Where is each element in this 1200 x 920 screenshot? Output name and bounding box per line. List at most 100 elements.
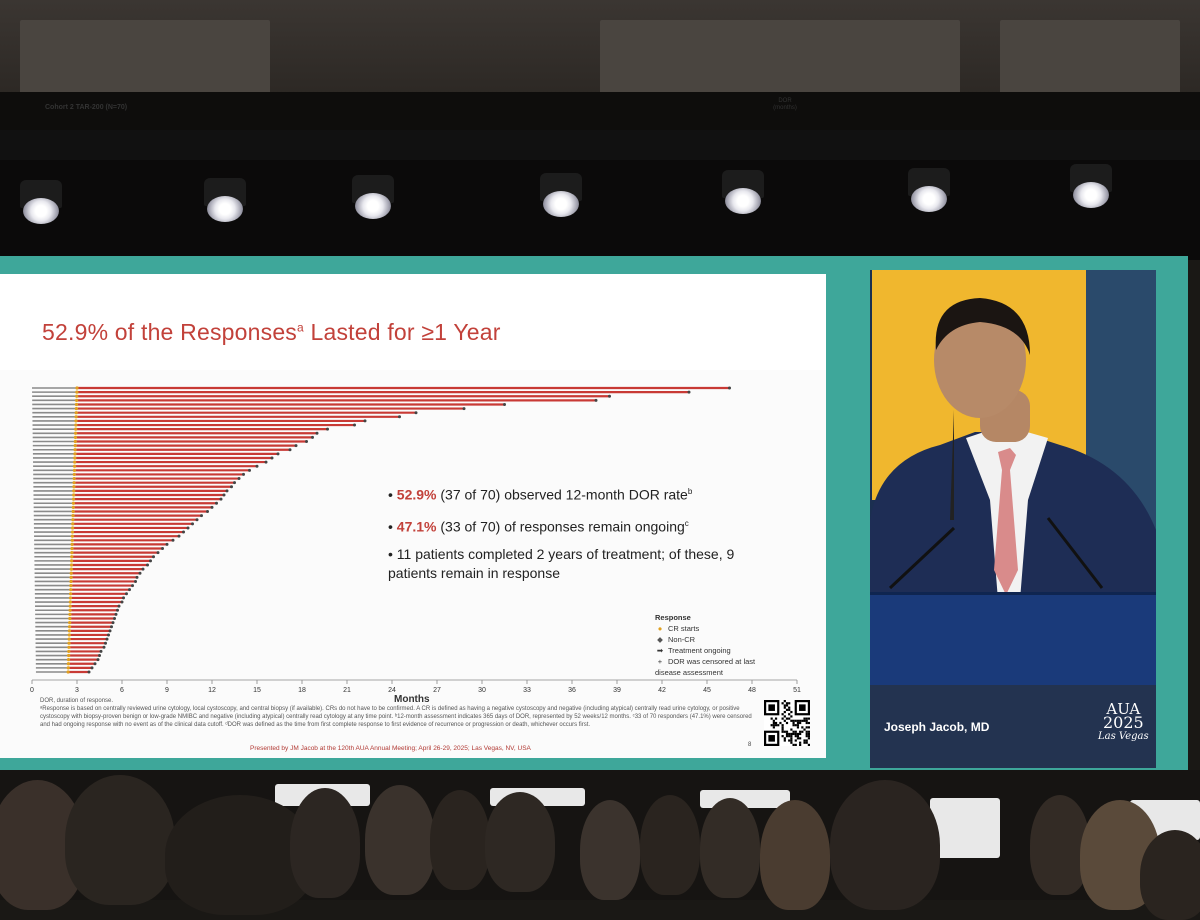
cr-start-marker bbox=[75, 390, 79, 394]
end-marker bbox=[305, 440, 308, 444]
cr-start-marker bbox=[69, 563, 74, 567]
cr-start-marker bbox=[73, 435, 78, 439]
end-marker bbox=[146, 563, 149, 567]
end-marker bbox=[138, 571, 142, 575]
end-marker bbox=[594, 398, 598, 402]
slide-title: 52.9% of the Responsesa Lasted for ≥1 Ye… bbox=[42, 319, 501, 345]
end-marker bbox=[248, 468, 251, 472]
ceiling bbox=[0, 0, 1200, 110]
cr-start-marker bbox=[67, 637, 71, 641]
stage-spotlight bbox=[1068, 164, 1114, 210]
cr-start-marker bbox=[74, 411, 78, 415]
cr-start-marker bbox=[68, 592, 73, 596]
diamond-icon: ◆ bbox=[657, 635, 663, 644]
end-marker bbox=[96, 658, 100, 662]
end-marker bbox=[114, 612, 118, 616]
cr-start-marker bbox=[68, 604, 72, 608]
end-marker bbox=[156, 551, 160, 555]
end-marker bbox=[165, 542, 169, 546]
x-tick-label: 27 bbox=[433, 687, 441, 694]
cr-start-marker bbox=[74, 423, 78, 427]
audience-head bbox=[760, 800, 830, 910]
end-marker bbox=[182, 530, 185, 534]
x-tick-label: 21 bbox=[343, 687, 351, 694]
audience-head bbox=[640, 795, 700, 895]
cr-start-marker bbox=[69, 588, 73, 592]
speaker-figure bbox=[870, 298, 1156, 600]
cr-start-marker bbox=[70, 555, 74, 559]
legend-item-non-cr: ◆ Non-CR bbox=[655, 634, 765, 645]
cr-start-marker bbox=[73, 448, 77, 452]
end-marker bbox=[87, 670, 91, 674]
cr-start-marker bbox=[74, 415, 78, 419]
cr-start-marker bbox=[69, 571, 73, 575]
stage-spotlight bbox=[18, 180, 64, 226]
footnote-abbrev: DOR, duration of response. bbox=[40, 698, 114, 704]
cr-start-marker bbox=[67, 649, 71, 654]
end-marker bbox=[728, 386, 731, 390]
cr-start-marker bbox=[68, 596, 73, 600]
end-marker bbox=[687, 390, 691, 394]
end-marker bbox=[98, 654, 101, 658]
cr-start-marker bbox=[73, 460, 77, 464]
end-marker bbox=[110, 625, 113, 629]
end-marker bbox=[131, 584, 134, 588]
audience bbox=[0, 770, 1200, 920]
cr-start-icon: ● bbox=[657, 624, 663, 633]
ceiling-panel bbox=[1000, 20, 1180, 100]
end-marker bbox=[242, 472, 245, 476]
end-marker bbox=[177, 534, 181, 538]
qr-code bbox=[764, 700, 810, 746]
cr-start-marker bbox=[71, 509, 75, 514]
x-tick-label: 33 bbox=[523, 687, 531, 694]
end-marker bbox=[398, 415, 401, 419]
cr-start-marker bbox=[73, 456, 77, 460]
cr-start-marker bbox=[72, 464, 77, 468]
end-marker bbox=[120, 600, 124, 604]
cr-start-marker bbox=[70, 530, 75, 534]
cr-start-marker bbox=[69, 567, 73, 571]
cr-start-marker bbox=[67, 633, 71, 637]
stage-spotlight bbox=[538, 173, 584, 219]
x-tick-label: 6 bbox=[120, 687, 124, 694]
cr-start-marker bbox=[66, 670, 70, 674]
end-marker bbox=[237, 477, 241, 481]
end-marker bbox=[210, 505, 214, 509]
audience-head bbox=[65, 775, 175, 905]
cr-start-marker bbox=[68, 600, 72, 604]
end-marker bbox=[326, 427, 329, 431]
end-marker bbox=[134, 579, 137, 583]
audience-head bbox=[365, 785, 435, 895]
audience-head bbox=[485, 792, 555, 892]
cr-start-marker bbox=[72, 476, 76, 481]
end-marker bbox=[99, 649, 103, 653]
cr-start-marker bbox=[68, 612, 72, 616]
cr-start-marker bbox=[68, 621, 72, 625]
audience-head bbox=[700, 798, 760, 898]
end-marker bbox=[161, 547, 164, 551]
x-tick-label: 30 bbox=[478, 687, 486, 694]
x-tick-label: 24 bbox=[388, 687, 396, 694]
cr-start-marker bbox=[69, 575, 73, 579]
end-marker bbox=[225, 489, 229, 493]
cr-start-marker bbox=[70, 538, 74, 542]
x-tick-label: 3 bbox=[75, 687, 79, 694]
swimmer-plot: 0 3 6 9 12 15 18 21 24 27 30 33 36 39 42 45 48 51 bbox=[30, 386, 801, 694]
end-marker bbox=[608, 394, 611, 398]
ceiling-panel bbox=[600, 20, 960, 100]
cr-start-marker bbox=[71, 497, 76, 501]
cr-start-marker bbox=[69, 583, 73, 588]
x-tick-label: 39 bbox=[613, 687, 621, 694]
end-marker bbox=[128, 588, 131, 592]
cr-start-marker bbox=[70, 546, 74, 551]
cr-start-marker bbox=[71, 501, 75, 505]
cr-start-marker bbox=[72, 472, 76, 477]
end-marker bbox=[125, 592, 128, 596]
cr-start-marker bbox=[71, 505, 75, 509]
x-tick-label: 45 bbox=[703, 687, 711, 694]
end-marker bbox=[102, 645, 106, 649]
finding-2: • 47.1% (33 of 70) of responses remain o… bbox=[388, 518, 689, 535]
audience-head bbox=[430, 790, 490, 890]
x-axis-title: Months bbox=[394, 694, 430, 705]
end-marker bbox=[363, 419, 367, 423]
